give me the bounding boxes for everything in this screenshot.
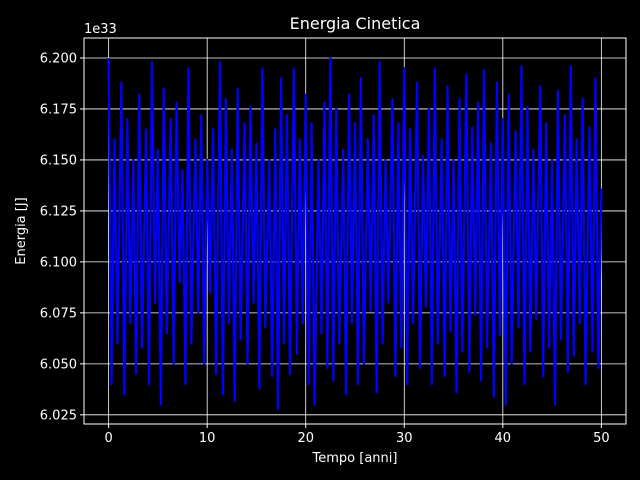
y-axis-label: Energia [J]	[14, 197, 29, 265]
y-tick-label: 6.075	[40, 306, 77, 321]
plot-frame	[83, 37, 627, 425]
y-axis: 6.025 6.050 6.075 6.100 6.125 6.150 6.175 6.200	[40, 51, 84, 423]
x-tick-label: 0	[104, 431, 112, 446]
series-line	[107, 56, 603, 410]
x-tick-label: 20	[297, 431, 314, 446]
y-offset-label: 1e33	[84, 22, 117, 37]
x-tick-label: 30	[396, 431, 413, 446]
x-tick-label: 50	[593, 431, 610, 446]
data-layer	[107, 56, 603, 410]
x-axis-label: Tempo [anni]	[312, 451, 398, 466]
y-tick-label: 6.150	[40, 153, 77, 168]
y-tick-label: 6.125	[40, 204, 77, 219]
x-tick-label: 40	[495, 431, 512, 446]
x-tick-label: 10	[199, 431, 216, 446]
y-tick-label: 6.050	[40, 357, 77, 372]
y-tick-label: 6.100	[40, 255, 77, 270]
y-tick-label: 6.175	[40, 102, 77, 117]
x-axis: 0 10 20 30 40 50	[104, 424, 610, 446]
y-tick-label: 6.200	[40, 51, 77, 66]
chart-title: Energia Cinetica	[290, 14, 421, 33]
y-tick-label: 6.025	[40, 408, 77, 423]
